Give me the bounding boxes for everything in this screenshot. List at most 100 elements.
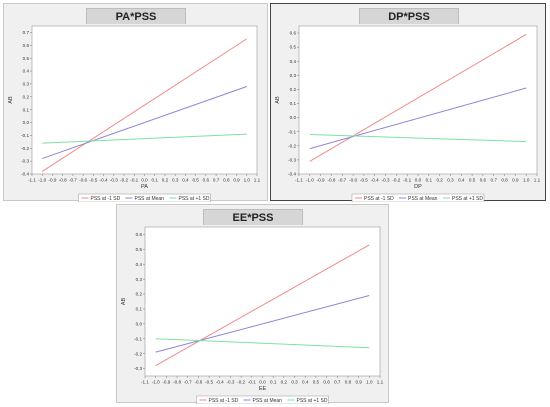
plot-area — [31, 25, 258, 175]
x-tick-label: -0.5 — [89, 178, 97, 183]
chart-title: EE*PSS — [203, 209, 303, 225]
y-tick-label: 0.5 — [290, 45, 297, 50]
x-tick-label: 0.4 — [458, 178, 465, 183]
y-tick-label: 0.0 — [290, 115, 297, 120]
y-axis-label: AB — [121, 298, 127, 306]
y-tick-label: 0.0 — [136, 321, 143, 326]
y-axis-label: AB — [8, 96, 14, 104]
legend-label: PSS at Mean — [253, 398, 283, 404]
x-tick-label: -1.0 — [152, 380, 160, 385]
x-tick-label: -0.2 — [237, 380, 245, 385]
y-axis-label: AB — [275, 96, 281, 104]
x-tick-label: -0.1 — [130, 178, 138, 183]
x-tick-label: 0.5 — [313, 380, 320, 385]
y-tick-label: 0.6 — [290, 31, 297, 36]
x-tick-label: 1.0 — [244, 178, 251, 183]
y-tick-label: -0.1 — [134, 336, 142, 341]
y-tick-label: 0.5 — [23, 56, 30, 61]
legend-label: PSS at +1 SD — [297, 398, 328, 404]
x-tick-label: 1.0 — [366, 380, 373, 385]
y-tick-label: 0.2 — [23, 94, 30, 99]
x-tick-label: 0.3 — [172, 178, 179, 183]
x-tick-label: 0.6 — [480, 178, 487, 183]
y-tick-label: -0.3 — [134, 366, 142, 371]
x-tick-label: 0.8 — [501, 178, 508, 183]
x-tick-label: 0.5 — [469, 178, 476, 183]
legend-label: PSS at -1 SD — [209, 398, 239, 404]
y-tick-label: 0.6 — [23, 43, 30, 48]
x-tick-label: 0.9 — [233, 178, 240, 183]
y-tick-label: 0.4 — [290, 59, 297, 64]
x-tick-label: -0.7 — [338, 178, 346, 183]
series-line-3 — [309, 134, 527, 143]
x-tick-label: 0.7 — [491, 178, 498, 183]
series-line-2 — [42, 86, 247, 160]
y-tick-label: -0.1 — [288, 129, 296, 134]
x-tick-label: 0.8 — [223, 178, 230, 183]
x-tick-label: 0.6 — [203, 178, 210, 183]
x-tick-label: 0.2 — [162, 178, 169, 183]
x-tick-label: -0.8 — [173, 380, 181, 385]
x-tick-label: -0.4 — [216, 380, 224, 385]
x-tick-label: -0.1 — [248, 380, 256, 385]
legend-box — [351, 193, 485, 202]
y-tick-label: 0.4 — [136, 262, 143, 267]
x-axis-label: PA — [141, 184, 148, 190]
x-tick-label: -1.0 — [306, 178, 314, 183]
x-tick-label: -0.5 — [205, 380, 213, 385]
chart-svg: -1.1 -1.0 -0.9 -0.8 -0.7 -0.6 -0.5 -0.4 -0.3 -0.2… — [8, 25, 261, 202]
chart-panel-pa-pss: PA*PSS -1.1 -1.0 -0.9 -0.8 -0.7 -0.6 -0.5 -0.4-… — [3, 3, 268, 202]
x-tick-label: 0.8 — [345, 380, 352, 385]
legend-label: PSS at +1 SD — [452, 196, 483, 202]
x-tick-label: 0.2 — [281, 380, 288, 385]
x-tick-label: 1.1 — [377, 380, 384, 385]
x-tick-label: 0.1 — [426, 178, 433, 183]
x-tick-label: -0.3 — [382, 178, 390, 183]
chart-panel-dp-pss: DP*PSS -1.1 -1.0 -0.9 -0.8 -0.7 -0.6 -0.5 -0.4 -… — [270, 3, 546, 202]
legend-label: PSS at Mean — [135, 196, 165, 202]
x-tick-label: 1.1 — [254, 178, 261, 183]
legend-box — [196, 395, 329, 404]
y-tick-label: 0.2 — [136, 292, 143, 297]
x-tick-label: -0.3 — [226, 380, 234, 385]
x-tick-label: -1.1 — [141, 380, 149, 385]
x-axis-label: EE — [259, 386, 267, 392]
x-tick-label: 0.9 — [512, 178, 519, 183]
x-tick-label: -0.6 — [349, 178, 357, 183]
x-tick-label: 0.6 — [323, 380, 330, 385]
x-tick-label: 0.4 — [302, 380, 309, 385]
legend-label: PSS at +1 SD — [179, 196, 210, 202]
y-tick-label: 0.1 — [290, 101, 297, 106]
x-tick-label: -0.5 — [360, 178, 368, 183]
x-tick-label: -0.7 — [69, 178, 77, 183]
y-tick-label: 0.7 — [23, 30, 30, 35]
y-tick-label: 0.3 — [136, 277, 143, 282]
x-tick-label: -1.1 — [295, 178, 303, 183]
x-tick-label: 0.0 — [141, 178, 148, 183]
legend-label: PSS at -1 SD — [364, 196, 394, 202]
y-tick-label: 0.1 — [136, 307, 143, 312]
plot-area — [298, 25, 538, 175]
chart-title: PA*PSS — [86, 8, 186, 24]
x-tick-label: -0.2 — [120, 178, 128, 183]
legend-label: PSS at Mean — [408, 196, 438, 202]
x-tick-label: -0.3 — [110, 178, 118, 183]
x-tick-label: -1.0 — [38, 178, 46, 183]
x-tick-label: 0.9 — [355, 380, 362, 385]
y-tick-label: -0.3 — [288, 158, 296, 163]
x-tick-label: -0.9 — [317, 178, 325, 183]
legend-label: PSS at -1 SD — [91, 196, 121, 202]
legend-box — [78, 193, 211, 202]
y-tick-label: 0.2 — [290, 87, 297, 92]
y-tick-label: 0.6 — [136, 232, 143, 237]
x-tick-label: -0.2 — [392, 178, 400, 183]
y-tick-label: -0.4 — [288, 172, 296, 177]
x-tick-label: -0.1 — [403, 178, 411, 183]
x-tick-label: -0.4 — [100, 178, 108, 183]
chart-title: DP*PSS — [359, 8, 459, 24]
series-line-2 — [155, 295, 370, 353]
x-tick-label: -0.6 — [194, 380, 202, 385]
x-tick-label: -0.8 — [327, 178, 335, 183]
x-tick-label: -0.9 — [48, 178, 56, 183]
y-tick-label: 0.3 — [23, 82, 30, 87]
